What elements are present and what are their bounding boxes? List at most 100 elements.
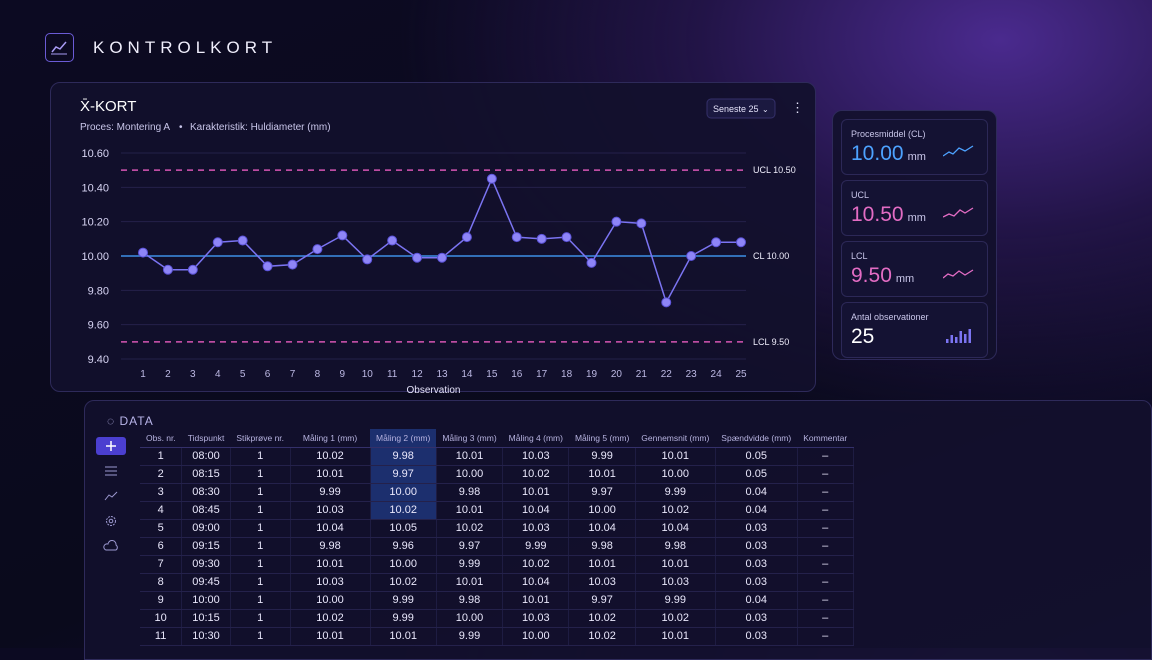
add-icon[interactable] — [105, 440, 117, 452]
table-cell: 10.00 — [436, 609, 504, 628]
settings-icon[interactable] — [104, 514, 118, 528]
table-cell: 8 — [140, 573, 183, 592]
x-tick-label: 11 — [387, 369, 398, 380]
table-cell: 0.03 — [715, 537, 798, 556]
more-menu[interactable]: ⋮ — [791, 100, 804, 115]
x-tick-label: 20 — [611, 369, 623, 380]
column-header: Gennemsnit (mm) — [635, 429, 716, 448]
table-cell: 10.04 — [568, 519, 636, 538]
table-body: 1 08:00 1 10.02 9.98 10.01 10.03 9.99 10.01 0.05–… — [140, 447, 854, 646]
chart-button[interactable] — [96, 487, 126, 505]
table-cell: 10:00 — [181, 591, 231, 610]
table-cell: 09:00 — [181, 519, 231, 538]
table-cell: 1 — [230, 591, 291, 610]
sparkline — [943, 269, 974, 279]
stat-card: Antal observationer 25 — [841, 302, 988, 358]
x-tick-label: 18 — [561, 369, 573, 380]
range-dropdown[interactable] — [706, 98, 776, 119]
stat-value: 25 — [851, 325, 978, 349]
settings-button[interactable] — [96, 512, 126, 530]
table-cell: 0.04 — [715, 483, 798, 502]
chart-icon[interactable] — [104, 490, 118, 502]
table-cell: 9.99 — [370, 609, 437, 628]
table-cell: – — [797, 447, 854, 466]
data-point — [711, 237, 722, 248]
sparkline — [943, 145, 974, 157]
table-cell: 1 — [230, 573, 291, 592]
table-cell: 9.99 — [290, 483, 371, 502]
table-cell: – — [797, 609, 854, 628]
table-row: 3 08:30 1 9.99 10.00 9.98 10.01 9.97 9.99 0.04– — [140, 483, 854, 502]
table-cell: 10.02 — [568, 609, 636, 628]
separator: • — [179, 122, 183, 133]
table-cell: 9.96 — [370, 537, 437, 556]
table-cell: 1 — [140, 447, 183, 466]
cloud-button[interactable] — [96, 537, 126, 555]
control-limit-label: UCL 10.50 — [753, 165, 796, 175]
table-row: 2 08:15 1 10.01 9.97 10.00 10.02 10.01 10.00 0.05… — [140, 465, 854, 484]
table-cell: 10.00 — [370, 483, 437, 502]
table-cell: 10.02 — [502, 555, 570, 574]
chart-panel: X̄-KORT Proces: Montering A • Karakteris… — [50, 82, 816, 396]
table-cell: 7 — [140, 555, 183, 574]
column-header: Måling 5 (mm) — [568, 429, 636, 448]
sidebar — [85, 437, 137, 562]
range-dropdown-label[interactable]: Seneste 25 — [713, 104, 759, 114]
table-cell: 0.03 — [715, 555, 798, 574]
table-cell: 0.05 — [715, 447, 798, 466]
table-cell: 08:30 — [181, 483, 231, 502]
dropdown-arrow[interactable]: ⌄ — [762, 105, 769, 114]
list-button[interactable] — [96, 462, 126, 480]
x-tick-label: 24 — [711, 369, 723, 380]
table-cell: 10.02 — [502, 465, 570, 484]
x-tick-label: 6 — [265, 369, 271, 380]
table-cell: – — [797, 537, 854, 556]
data-point — [387, 235, 398, 246]
column-header: Obs. nr. — [140, 429, 182, 448]
table-cell: 1 — [230, 537, 291, 556]
stat-label: UCL — [851, 190, 870, 200]
table-cell: 10.03 — [568, 573, 636, 592]
cloud-icon[interactable] — [103, 540, 119, 552]
list-icon[interactable] — [104, 465, 118, 477]
chart-title: X̄-KORT — [80, 98, 136, 115]
table-cell: 9.99 — [436, 627, 504, 646]
table-cell: 10.04 — [502, 501, 570, 520]
table-title-text: DATA — [119, 414, 154, 428]
stat-label: LCL — [851, 251, 868, 261]
stat-unit: mm — [907, 151, 926, 163]
data-point — [611, 216, 622, 227]
data-point — [486, 173, 497, 184]
control-limit-label: CL 10.00 — [753, 251, 789, 261]
table-row: 6 09:15 1 9.98 9.96 9.97 9.99 9.98 9.98 0.03– — [140, 537, 854, 556]
stat-label: Antal observationer — [851, 312, 929, 322]
table-cell: 9.99 — [370, 591, 437, 610]
data-point — [586, 257, 597, 268]
stat-number: 9.50 — [851, 264, 892, 287]
data-point — [686, 251, 697, 261]
logo-icon — [45, 33, 74, 62]
data-point — [187, 264, 198, 275]
table-cell: 10.05 — [370, 519, 437, 538]
column-header: Måling 1 (mm) — [290, 429, 371, 448]
table-row: 5 09:00 1 10.04 10.05 10.02 10.03 10.04 10.04 0.0… — [140, 519, 854, 538]
data-point — [412, 252, 423, 263]
table-cell: 9.98 — [635, 537, 716, 556]
table-panel: ◌ DATA Obs. nr. Tidspunkt Stikprøve nr. Mål… — [84, 400, 1152, 660]
table-row: 8 09:45 1 10.03 10.02 10.01 10.04 10.03 10.03 0.0… — [140, 573, 854, 592]
table-cell: 1 — [230, 555, 291, 574]
table-cell: – — [797, 555, 854, 574]
table-cell: 10.03 — [635, 573, 716, 592]
chart-subtitle: Proces: Montering A — [80, 122, 170, 133]
add-button[interactable] — [96, 437, 126, 455]
stat-value: 10.50 mm — [851, 203, 978, 227]
data-point — [337, 230, 348, 241]
table-cell: 9.98 — [290, 537, 371, 556]
table-cell: 10.02 — [436, 519, 504, 538]
x-tick-label: 10 — [362, 369, 374, 380]
table-cell: 4 — [140, 501, 183, 520]
x-tick-label: 8 — [315, 369, 321, 380]
table-cell: 10.01 — [290, 627, 371, 646]
table-cell: 10.00 — [436, 465, 504, 484]
stat-number: 25 — [851, 325, 875, 348]
